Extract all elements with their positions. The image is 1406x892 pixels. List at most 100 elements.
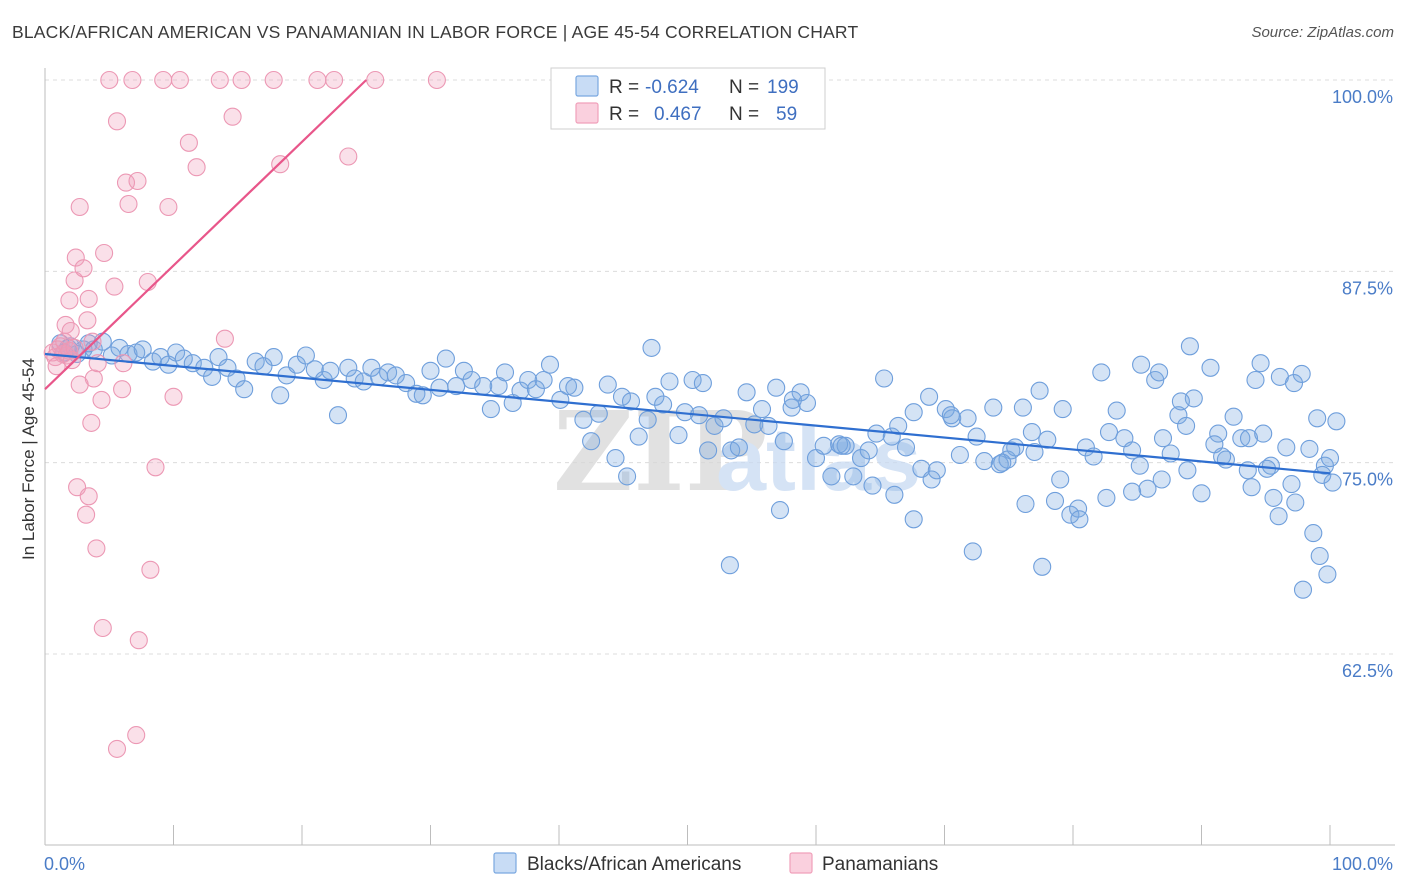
data-point xyxy=(1232,429,1251,448)
data-point xyxy=(1201,358,1220,377)
legend-n-value-2: 59 xyxy=(776,104,797,125)
data-point xyxy=(495,363,515,382)
bottom-legend-label-panamanians: Panamanians xyxy=(822,854,938,875)
legend-r-value-2: 0.467 xyxy=(654,104,702,125)
data-point xyxy=(832,436,851,455)
data-point xyxy=(936,400,955,419)
data-point xyxy=(1323,473,1342,492)
data-point xyxy=(1292,364,1311,383)
data-point xyxy=(127,726,146,745)
data-point xyxy=(105,277,124,296)
data-point xyxy=(95,243,114,263)
data-point xyxy=(1254,424,1273,443)
data-point xyxy=(164,387,183,406)
data-point xyxy=(325,70,344,90)
data-point xyxy=(328,406,348,425)
data-point xyxy=(1277,438,1296,457)
data-point xyxy=(993,453,1012,472)
data-point xyxy=(296,346,315,365)
data-point xyxy=(1251,354,1270,373)
data-point xyxy=(642,338,661,357)
data-point xyxy=(128,171,147,191)
data-point xyxy=(79,289,98,308)
data-point xyxy=(462,370,481,390)
data-point xyxy=(133,340,152,359)
data-point xyxy=(621,392,641,411)
data-point xyxy=(1051,470,1070,489)
data-point xyxy=(1282,475,1301,494)
data-point xyxy=(1320,449,1340,468)
x-tick-labels: 0.0% 100.0% xyxy=(44,854,1393,874)
data-point xyxy=(836,436,855,455)
data-point xyxy=(1304,524,1323,543)
data-point xyxy=(1002,441,1021,460)
data-point xyxy=(339,147,358,166)
data-point xyxy=(565,378,584,397)
data-point xyxy=(863,476,882,495)
data-point xyxy=(589,404,608,423)
data-point xyxy=(574,410,593,429)
data-point xyxy=(941,406,960,425)
data-point xyxy=(129,631,148,650)
data-point xyxy=(1171,392,1190,411)
data-point xyxy=(822,467,841,486)
data-point xyxy=(1192,484,1211,503)
axes xyxy=(44,68,1395,846)
data-point xyxy=(1132,355,1151,374)
data-point xyxy=(474,377,493,396)
data-point xyxy=(179,133,198,152)
data-point xyxy=(481,400,500,419)
legend-r-value-1: -0.624 xyxy=(645,77,699,98)
data-point xyxy=(427,70,446,90)
data-point xyxy=(1025,442,1044,462)
data-point xyxy=(100,70,119,90)
data-point xyxy=(1099,423,1119,442)
y-tick-label: 75.0% xyxy=(1342,470,1393,490)
data-point xyxy=(791,383,810,402)
data-point xyxy=(366,70,385,90)
data-point xyxy=(1097,488,1116,507)
legend-n-label-1: N = xyxy=(729,77,759,98)
bottom-legend-swatch-blacks xyxy=(493,852,517,874)
data-point xyxy=(720,556,739,575)
data-point xyxy=(56,315,75,334)
chart-title: BLACK/AFRICAN AMERICAN VS PANAMANIAN IN … xyxy=(12,22,859,42)
data-point xyxy=(629,427,648,446)
data-point xyxy=(430,378,449,397)
series-blacks xyxy=(51,332,1346,599)
data-point xyxy=(1033,557,1052,576)
data-point xyxy=(896,438,916,457)
data-point xyxy=(958,409,977,428)
x-tick-label-max: 100.0% xyxy=(1332,854,1393,874)
trend-line-panamanians xyxy=(44,79,368,390)
x-tick-label-min: 0.0% xyxy=(44,854,85,874)
data-point xyxy=(61,321,80,341)
data-point xyxy=(110,338,129,357)
data-point xyxy=(264,70,283,90)
data-point xyxy=(1239,429,1259,448)
data-point xyxy=(851,449,871,468)
data-point xyxy=(65,271,84,290)
data-point xyxy=(598,375,617,394)
data-point xyxy=(558,377,578,396)
data-point xyxy=(1293,580,1313,599)
data-point xyxy=(699,441,718,460)
data-point xyxy=(223,107,242,126)
data-point xyxy=(1269,507,1288,526)
legend-r-label-1: R = xyxy=(609,77,639,98)
data-point xyxy=(74,259,93,278)
data-point xyxy=(654,395,673,414)
data-point xyxy=(82,413,101,432)
data-point xyxy=(975,452,994,471)
correlation-legend: R = -0.624 N = 199 R = 0.467 N = 59 xyxy=(550,67,826,130)
data-point xyxy=(1300,439,1319,458)
data-point xyxy=(526,380,545,399)
data-point xyxy=(386,366,405,385)
data-point xyxy=(618,467,637,486)
data-point xyxy=(534,370,553,390)
data-point xyxy=(87,539,106,558)
data-point xyxy=(187,158,206,177)
trend-line-blacks xyxy=(44,352,1331,475)
data-point xyxy=(47,357,66,376)
